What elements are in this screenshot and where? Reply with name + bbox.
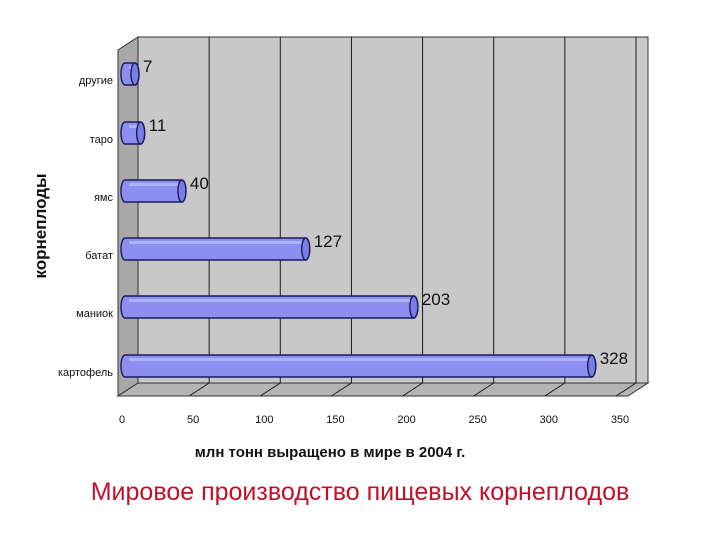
floor-gridline	[331, 382, 352, 397]
data-label: 40	[190, 174, 209, 193]
bars: 328 картофель 203 маниок 127 батат 40 ямс 11 таро…	[58, 57, 628, 379]
x-tick-label: 200	[397, 414, 415, 426]
data-label: 7	[143, 57, 152, 76]
bar-highlight	[129, 183, 178, 186]
x-tick-label: 0	[119, 414, 125, 426]
slide-caption: Мировое производство пищевых корнеплодов	[90, 478, 630, 506]
plot-side-wall	[117, 36, 139, 397]
floor-gridline	[188, 382, 210, 397]
x-tick-label: 250	[469, 414, 487, 426]
x-tick-label: 300	[540, 414, 558, 426]
category-label: картофель	[58, 367, 113, 379]
floor-gridline	[544, 382, 566, 397]
data-label: 127	[314, 232, 342, 251]
x-tick-labels: 0 50 100 150 200 250 300 350	[119, 414, 629, 426]
bar-end-cap	[586, 354, 597, 378]
floor-gridline	[473, 382, 494, 397]
data-label: 328	[600, 349, 628, 368]
bar-highlight	[129, 125, 137, 128]
x-tick-label: 150	[326, 414, 344, 426]
bar-highlight	[129, 241, 302, 244]
bar-end-cap	[409, 295, 419, 319]
category-label: другие	[79, 75, 113, 87]
category-label: таро	[90, 134, 113, 146]
bar-end-cap	[135, 121, 146, 145]
plot-back-wall	[137, 36, 649, 384]
x-tick-label: 100	[255, 414, 273, 426]
bar-end-cap	[130, 62, 140, 86]
bar-end-cap	[301, 237, 311, 261]
y-axis-label: корнеплоды	[31, 173, 50, 278]
bar-highlight	[129, 299, 410, 302]
gridlines	[188, 37, 637, 397]
category-label: маниок	[76, 308, 113, 320]
floor-gridline	[402, 382, 423, 397]
x-tick-label: 350	[611, 414, 629, 426]
bar-end-cap	[177, 179, 187, 203]
bar-highlight	[129, 358, 588, 361]
plot-floor	[116, 382, 650, 397]
x-tick-label: 50	[187, 414, 199, 426]
category-label: ямс	[94, 192, 114, 204]
category-label: батат	[85, 250, 113, 262]
floor-gridline	[615, 382, 637, 397]
data-label: 11	[149, 116, 167, 135]
bar-highlight	[129, 66, 131, 69]
floor-gridline	[260, 382, 281, 397]
x-axis-label: млн тонн выращено в мире в 2004 г.	[195, 444, 466, 461]
data-label: 203	[422, 290, 450, 309]
